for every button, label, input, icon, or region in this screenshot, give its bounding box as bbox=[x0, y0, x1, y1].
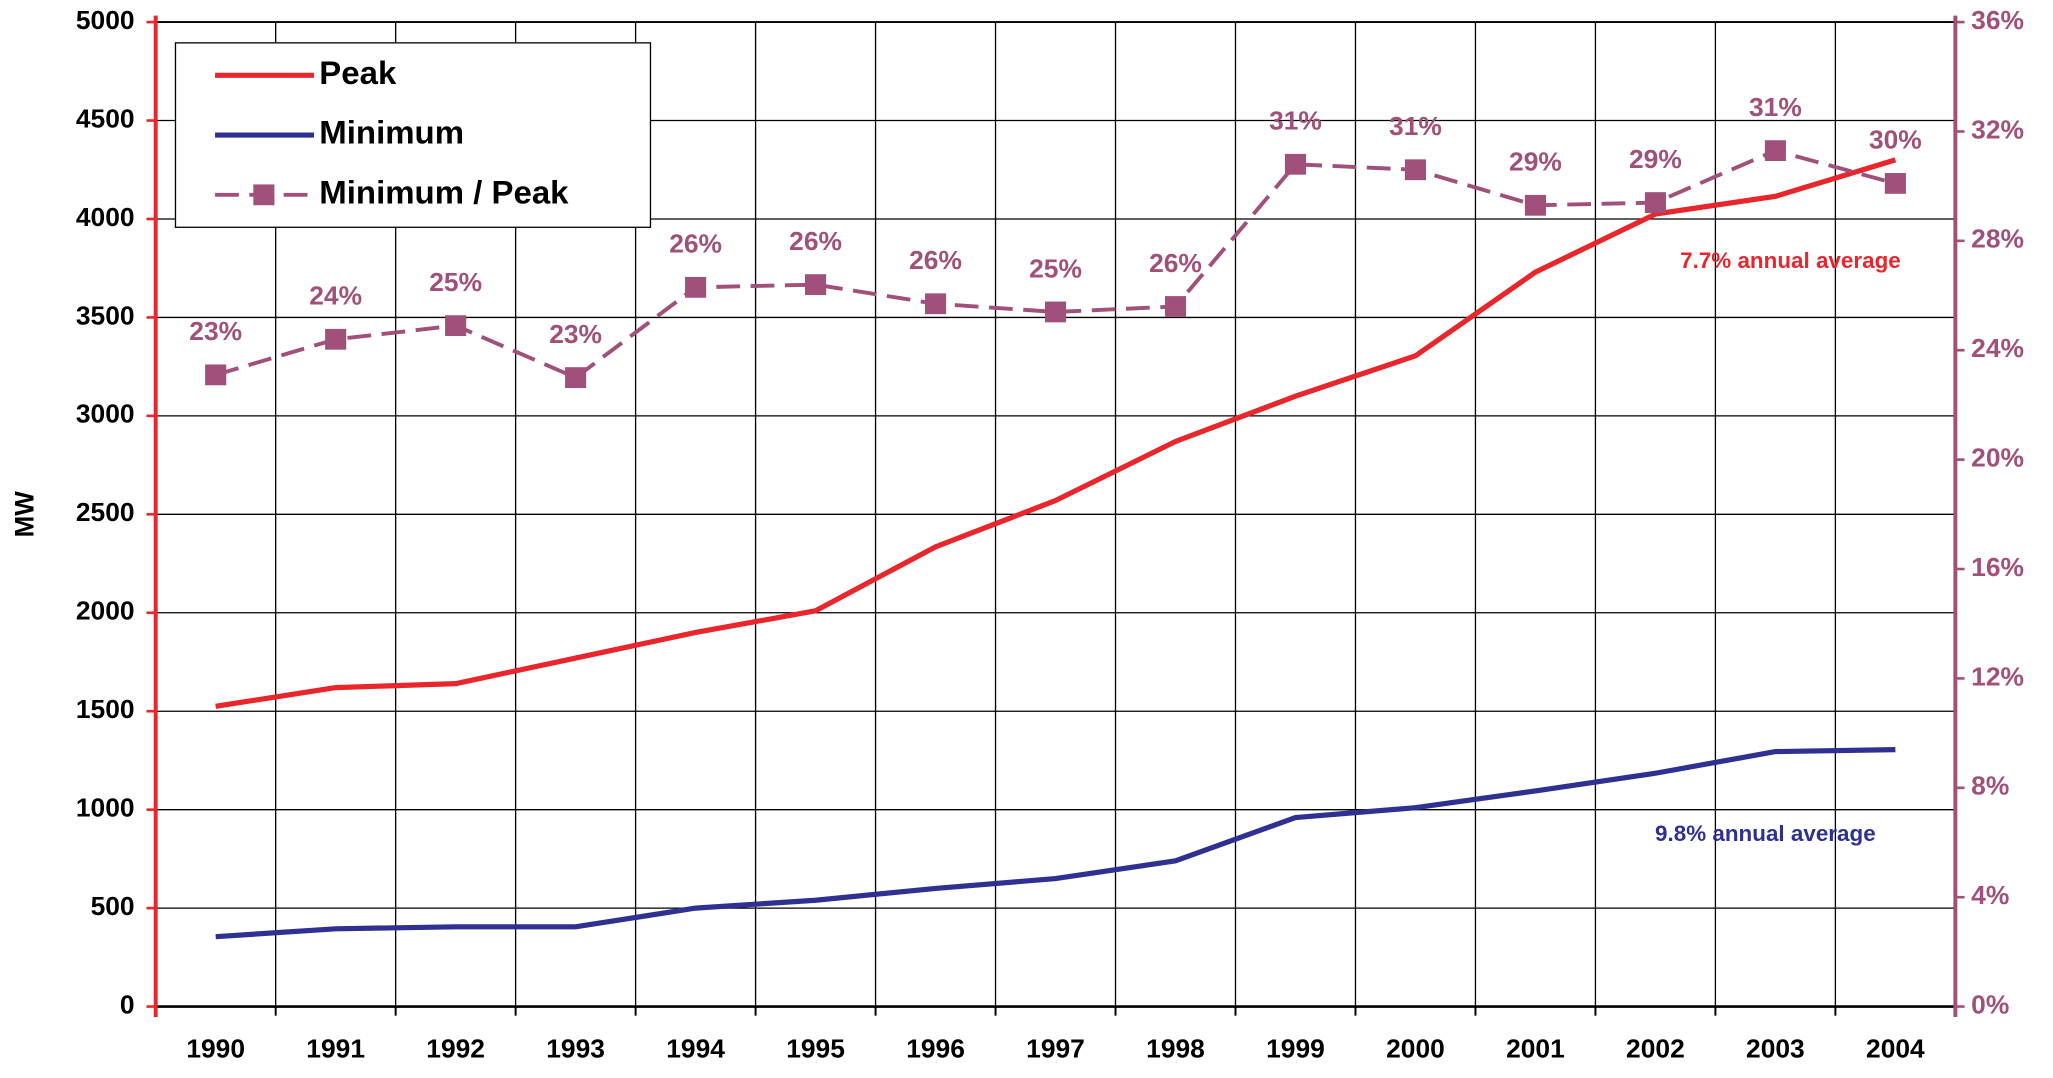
data-label: 31% bbox=[1749, 92, 1802, 122]
data-label: 31% bbox=[1389, 111, 1442, 141]
y-tick-label: 4000 bbox=[76, 202, 135, 232]
y-tick-label: 1000 bbox=[76, 793, 135, 823]
series-line bbox=[215, 157, 1897, 709]
x-tick-label: 1993 bbox=[546, 1034, 605, 1064]
series-line bbox=[215, 148, 1896, 380]
data-label: 25% bbox=[1029, 253, 1082, 283]
data-label: 23% bbox=[549, 319, 602, 349]
marker bbox=[1884, 173, 1906, 194]
legend: Peak Minimum Minimum / Peak bbox=[174, 42, 652, 228]
x-tick-label: 1999 bbox=[1266, 1034, 1325, 1064]
marker bbox=[1524, 194, 1546, 216]
legend-label: Peak bbox=[319, 54, 397, 91]
y-tick-label: 0 bbox=[120, 990, 135, 1020]
legend-marker bbox=[253, 184, 275, 206]
y2-tick-label: 24% bbox=[1971, 333, 2024, 363]
marker bbox=[1164, 296, 1187, 317]
marker bbox=[805, 274, 827, 295]
y-tick-label: 500 bbox=[91, 891, 135, 921]
marker bbox=[1284, 153, 1307, 175]
y2-tick-label: 20% bbox=[1971, 443, 2024, 473]
data-label: 26% bbox=[669, 229, 722, 259]
marker bbox=[1764, 140, 1786, 162]
data-label: 31% bbox=[1269, 106, 1322, 136]
data-label: 24% bbox=[309, 281, 362, 311]
x-tick-label: 2001 bbox=[1506, 1034, 1565, 1064]
y2-tick-label: 28% bbox=[1971, 224, 2024, 254]
data-label: 25% bbox=[429, 267, 482, 297]
legend-label: Minimum / Peak bbox=[319, 174, 569, 211]
y2-tick-label: 16% bbox=[1971, 552, 2024, 582]
marker bbox=[1644, 192, 1666, 213]
y-tick-label: 2500 bbox=[76, 497, 135, 527]
marker bbox=[1404, 159, 1427, 181]
x-tick-label: 2003 bbox=[1746, 1034, 1805, 1064]
y2-tick-label: 4% bbox=[1971, 880, 2009, 910]
x-tick-label: 1998 bbox=[1146, 1034, 1205, 1064]
y2-tick-label: 8% bbox=[1971, 771, 2009, 801]
y2-tick-label: 36% bbox=[1971, 5, 2024, 35]
marker bbox=[1044, 301, 1067, 323]
x-tick-label: 1995 bbox=[786, 1034, 845, 1064]
y-tick-label: 2000 bbox=[76, 596, 135, 626]
y2-tick-label: 32% bbox=[1971, 115, 2024, 145]
marker bbox=[924, 293, 947, 315]
y-tick-label: 3000 bbox=[76, 399, 135, 429]
y-tick-label: 4500 bbox=[76, 104, 135, 134]
x-tick-label: 1996 bbox=[906, 1034, 965, 1064]
y-tick-label: 5000 bbox=[76, 5, 135, 35]
marker bbox=[685, 276, 707, 298]
y2-tick-label: 12% bbox=[1971, 661, 2024, 691]
marker bbox=[565, 367, 587, 388]
y-tick-label: 3500 bbox=[76, 300, 135, 330]
x-tick-label: 1991 bbox=[306, 1034, 365, 1064]
data-label: 26% bbox=[1149, 248, 1202, 278]
data-label: 23% bbox=[189, 316, 242, 346]
y-axis-label: MW bbox=[9, 491, 39, 537]
x-tick-label: 1990 bbox=[186, 1034, 245, 1064]
data-label: 30% bbox=[1869, 125, 1922, 155]
marker bbox=[325, 328, 347, 350]
series-line bbox=[215, 747, 1896, 940]
y-tick-label: 1500 bbox=[76, 694, 135, 724]
x-tick-label: 2000 bbox=[1386, 1034, 1445, 1064]
y2-tick-label: 0% bbox=[1971, 990, 2009, 1020]
data-label: 29% bbox=[1629, 144, 1682, 174]
annotation: 9.8% annual average bbox=[1655, 821, 1876, 846]
x-tick-label: 1992 bbox=[426, 1034, 485, 1064]
data-label: 29% bbox=[1509, 147, 1562, 177]
x-tick-label: 1997 bbox=[1026, 1034, 1085, 1064]
x-tick-label: 1994 bbox=[666, 1034, 725, 1064]
annotation: 7.7% annual average bbox=[1680, 248, 1901, 273]
marker bbox=[445, 315, 467, 337]
marker bbox=[205, 364, 227, 386]
legend-label: Minimum bbox=[319, 114, 464, 151]
data-label: 26% bbox=[909, 245, 962, 275]
x-tick-label: 2002 bbox=[1626, 1034, 1685, 1064]
x-tick-label: 2004 bbox=[1866, 1034, 1925, 1064]
data-label: 26% bbox=[789, 226, 842, 256]
